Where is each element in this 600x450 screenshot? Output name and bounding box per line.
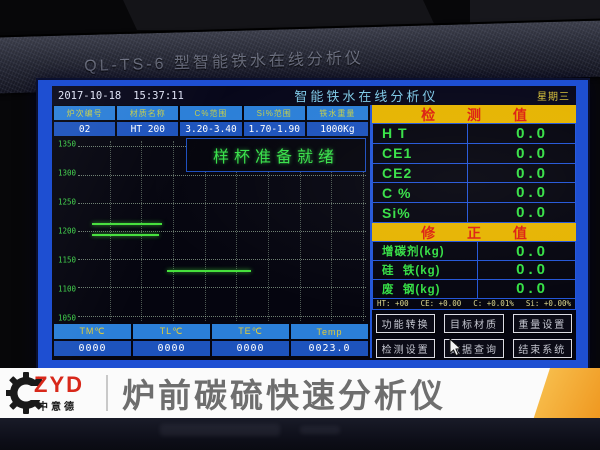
correction-row: 硅 铁(kg) 0.0 — [372, 259, 576, 280]
row-label: Si% — [373, 203, 468, 223]
detection-settings-button[interactable]: 检测设置 — [376, 339, 436, 359]
temp-column-header: Temp — [291, 324, 368, 339]
temp-column-header: TE℃ — [212, 324, 289, 339]
screen-header: 2017-10-18 15:37:11 智能铁水在线分析仪 星期三 — [52, 86, 576, 105]
y-axis-tick: 1200 — [57, 226, 76, 236]
temp-column-header: TM℃ — [54, 324, 131, 339]
column-header: 铁水重量 — [306, 106, 368, 120]
tl-value: 0000 — [133, 341, 210, 356]
c-offset: C: +0.01% — [473, 299, 514, 309]
detection-row: C % 0.0 — [372, 182, 576, 204]
material-name-value: HT 200 — [117, 122, 179, 136]
row-value: 0.0 — [516, 204, 549, 222]
weekday-label: 星期三 — [537, 92, 570, 103]
bottom-banner: ZYD 中意德 炉前碳硫快速分析仪 — [0, 368, 600, 418]
y-axis-tick: 1100 — [57, 284, 76, 294]
detection-row: CE2 0.0 — [372, 162, 576, 184]
correction-panel-title: 修 正 值 — [372, 223, 576, 243]
date-label: 2017-10-18 — [58, 89, 122, 102]
row-label: 废 钢(kg) — [373, 279, 479, 298]
row-label: CE2 — [373, 163, 468, 183]
chart-line-segment — [92, 233, 159, 236]
row-value: 0.0 — [516, 280, 549, 298]
detection-row: CE1 0.0 — [372, 142, 576, 164]
left-panel: 炉次编号 材质名称 C%范围 Si%范围 铁水重量 02 HT 200 3.20… — [52, 105, 370, 358]
detection-panel-title: 检 测 值 — [372, 105, 576, 124]
column-header: 材质名称 — [117, 106, 179, 120]
c-range-value: 3.20-3.40 — [180, 122, 242, 136]
iron-weight-value: 1000Kg — [306, 122, 368, 136]
column-header: 炉次编号 — [54, 106, 116, 120]
banner-divider — [106, 375, 108, 411]
sample-info-table: 炉次编号 材质名称 C%范围 Si%范围 铁水重量 02 HT 200 3.20… — [54, 106, 368, 136]
row-value: 0.0 — [516, 261, 549, 279]
status-message-box: 样杯准备就绪 — [186, 138, 366, 172]
function-switch-button[interactable]: 功能转换 — [376, 314, 436, 334]
heat-number-value: 02 — [54, 122, 116, 136]
y-axis-tick: 1350 — [57, 139, 76, 149]
tm-value: 0000 — [54, 341, 131, 356]
screen-title: 智能铁水在线分析仪 — [294, 89, 439, 104]
mouse-cursor — [449, 339, 462, 357]
offsets-status-line: HT: +00 CE: +0.00 C: +0.01% Si: +0.00% — [372, 297, 576, 311]
weight-settings-button[interactable]: 重量设置 — [512, 314, 572, 334]
row-value: 0.0 — [516, 124, 549, 142]
te-value: 0000 — [212, 341, 289, 356]
detection-row: Si% 0.0 — [372, 202, 576, 224]
row-value: 0.0 — [516, 164, 549, 182]
correction-row: 废 钢(kg) 0.0 — [372, 278, 576, 299]
y-axis-tick: 1300 — [57, 168, 76, 178]
monitor-model-label: QL-TS-6 型智能铁水在线分析仪 — [83, 50, 365, 76]
y-axis-tick: 1150 — [57, 255, 76, 265]
si-offset: Si: +0.00% — [525, 299, 571, 309]
column-header: Si%范围 — [243, 106, 305, 120]
time-label: 15:37:11 — [133, 89, 184, 102]
row-label: H T — [373, 124, 468, 143]
row-label: 硅 铁(kg) — [373, 260, 479, 279]
ht-offset: HT: +00 — [377, 299, 409, 309]
column-header: C%范围 — [180, 106, 242, 120]
data-query-button[interactable]: 数据查询 — [444, 339, 504, 359]
row-label: 增碳剂(kg) — [373, 242, 479, 260]
target-material-button[interactable]: 目标材质 — [444, 314, 504, 334]
row-value: 0.0 — [516, 184, 549, 202]
banner-title: 炉前碳硫快速分析仪 — [122, 377, 446, 414]
end-system-button[interactable]: 结束系统 — [512, 339, 572, 359]
ce-offset: CE: +0.00 — [420, 299, 462, 309]
row-value: 0.0 — [516, 144, 549, 162]
row-label: CE1 — [373, 143, 468, 163]
detection-row: H T 0.0 — [372, 123, 576, 144]
temp-column-header: TL℃ — [133, 324, 210, 339]
row-label: C % — [373, 183, 468, 203]
temperature-chart: 1350 1300 1250 1200 1150 1100 1050 — [54, 138, 368, 324]
si-range-value: 1.70-1.90 — [243, 122, 305, 136]
row-value: 0.0 — [516, 242, 549, 260]
y-axis-tick: 1250 — [57, 197, 76, 207]
right-panel: 检 测 值 H T 0.0 CE1 0.0 CE2 0.0 C % 0.0 — [370, 105, 576, 359]
monitor-screen: 2017-10-18 15:37:11 智能铁水在线分析仪 星期三 炉次编号 材… — [38, 80, 588, 370]
monitor-bottom-bezel — [0, 418, 600, 450]
temperature-readouts: TM℃ TL℃ TE℃ Temp 0000 0000 0000 0023.0 — [54, 324, 368, 356]
chart-line-segment — [167, 270, 251, 273]
analyzer-screen: 2017-10-18 15:37:11 智能铁水在线分析仪 星期三 炉次编号 材… — [52, 86, 576, 360]
brand-logo: ZYD 中意德 — [0, 368, 102, 418]
temp-value: 0023.0 — [291, 341, 368, 356]
gear-logo-icon — [6, 372, 50, 414]
status-message: 样杯准备就绪 — [212, 149, 339, 166]
brand-name: ZYD — [34, 372, 84, 397]
correction-row: 增碳剂(kg) 0.0 — [372, 241, 576, 261]
y-axis-tick: 1050 — [57, 313, 76, 323]
function-button-grid: 功能转换 目标材质 重量设置 检测设置 数据查询 结束系统 — [372, 310, 576, 359]
chart-line-segment — [92, 222, 162, 225]
brand-name-chinese: 中意德 — [38, 402, 77, 413]
banner-accent-shape — [533, 368, 600, 418]
